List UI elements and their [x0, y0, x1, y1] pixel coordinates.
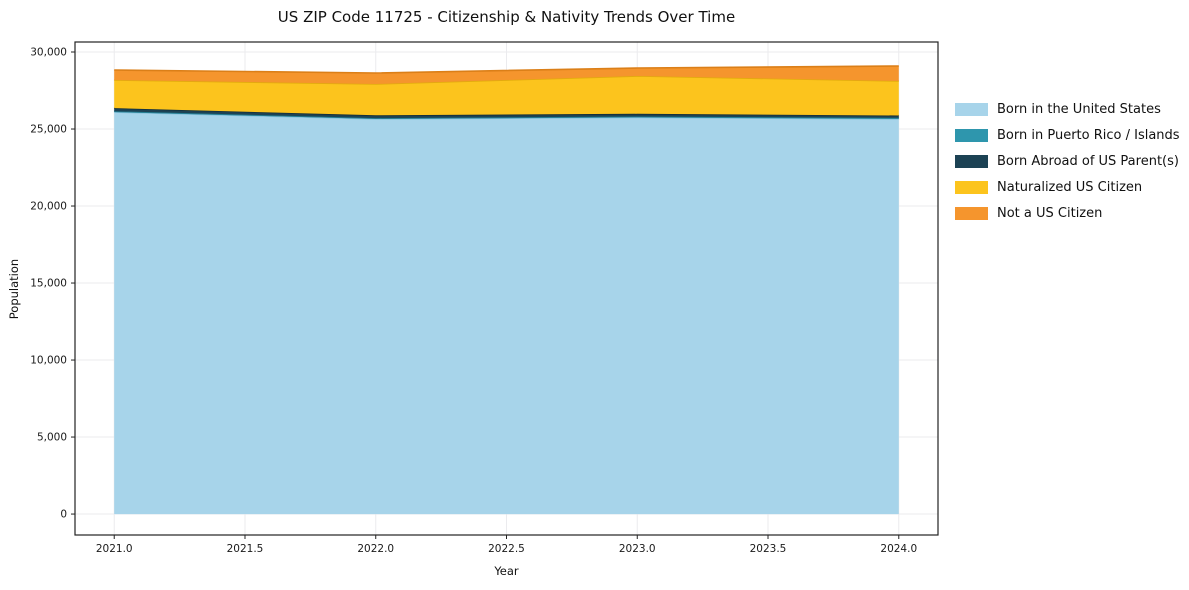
- area-series-group: [114, 65, 899, 515]
- y-tick-label: 10,000: [30, 355, 67, 367]
- ticks: 0 5,000 10,000 15,000 20,000 25,000 30,000 2021…: [30, 47, 917, 555]
- x-tick-label: 2023.5: [750, 543, 787, 555]
- x-tick-label: 2023.0: [619, 543, 656, 555]
- y-tick-label: 15,000: [30, 278, 67, 290]
- legend-item: Born Abroad of US Parent(s): [955, 154, 1180, 169]
- chart-title: US ZIP Code 11725 - Citizenship & Nativi…: [277, 8, 736, 26]
- x-tick-label: 2022.0: [357, 543, 394, 555]
- area-top-line: [114, 65, 899, 74]
- x-axis-label: Year: [494, 564, 519, 578]
- legend-swatch: [955, 103, 988, 116]
- area-series: [114, 112, 899, 515]
- y-axis-label: Population: [7, 258, 21, 320]
- legend-label: Naturalized US Citizen: [997, 180, 1143, 195]
- legend-item: Born in Puerto Rico / Islands: [955, 128, 1180, 143]
- area-series: [114, 66, 899, 84]
- y-tick-label: 20,000: [30, 201, 67, 213]
- legend-item: Born in the United States: [955, 102, 1180, 117]
- y-tick-label: 5,000: [37, 432, 67, 444]
- legend-item: Naturalized US Citizen: [955, 180, 1180, 195]
- legend-label: Born in Puerto Rico / Islands: [997, 128, 1180, 143]
- legend-label: Born in the United States: [997, 102, 1161, 117]
- legend-label: Born Abroad of US Parent(s): [997, 154, 1179, 169]
- legend-swatch: [955, 129, 988, 142]
- y-tick-label: 30,000: [30, 47, 67, 59]
- legend-swatch: [955, 181, 988, 194]
- x-tick-label: 2021.0: [96, 543, 133, 555]
- y-tick-label: 0: [60, 509, 67, 521]
- legend: Born in the United States Born in Puerto …: [955, 102, 1180, 221]
- area-series: [114, 108, 899, 119]
- x-tick-label: 2024.0: [880, 543, 917, 555]
- x-tick-label: 2021.5: [227, 543, 264, 555]
- area-series: [114, 76, 899, 116]
- legend-label: Not a US Citizen: [997, 206, 1103, 221]
- x-tick-label: 2022.5: [488, 543, 525, 555]
- legend-item: Not a US Citizen: [955, 206, 1180, 221]
- y-tick-label: 25,000: [30, 124, 67, 136]
- legend-swatch: [955, 207, 988, 220]
- legend-swatch: [955, 155, 988, 168]
